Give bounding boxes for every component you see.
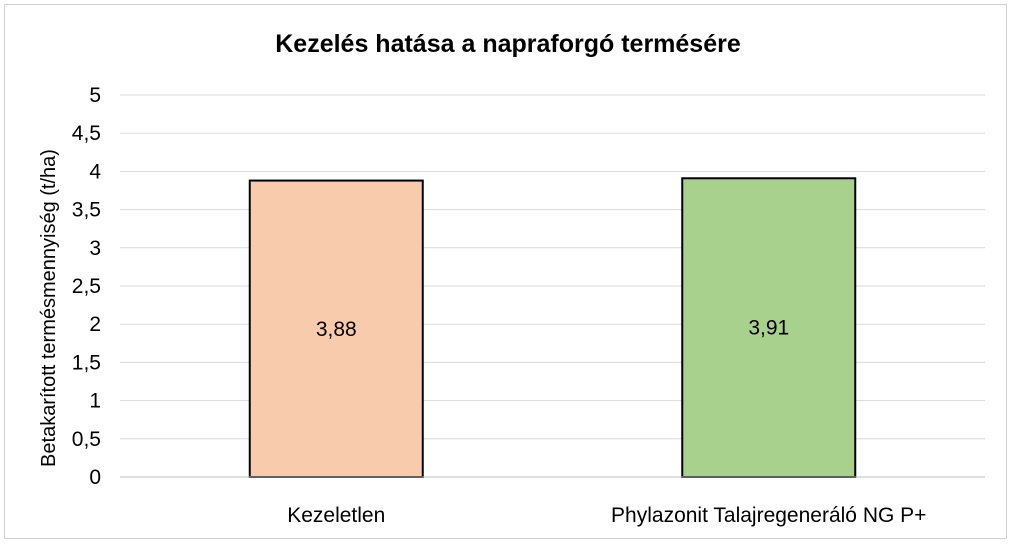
y-tick-label: 3 — [89, 237, 101, 260]
category-label: Kezeletlen — [287, 504, 385, 527]
y-tick-label: 0 — [89, 466, 101, 489]
category-label: Phylazonit Talajregeneráló NG P+ — [611, 504, 926, 527]
bars — [248, 177, 857, 478]
y-tick-label: 1 — [89, 390, 101, 413]
y-tick-label: 2 — [89, 313, 101, 336]
bar — [681, 177, 857, 478]
y-tick-label: 1,5 — [72, 351, 101, 374]
y-tick-label: 2,5 — [72, 275, 101, 298]
y-tick-label: 5 — [89, 84, 101, 107]
data-labels: 3,88 3,91 — [316, 317, 789, 341]
chart-frame — [4, 4, 1007, 539]
data-label: 3,88 — [316, 318, 357, 341]
y-tick-label: 4 — [89, 160, 101, 183]
bar — [248, 179, 424, 478]
y-tick-label: 0,5 — [72, 428, 101, 451]
y-tick-label: 4,5 — [72, 122, 101, 145]
chart-title: Kezelés hatása a napraforgó termésére — [275, 30, 741, 58]
x-axis-categories: Kezeletlen Phylazonit Talajregeneráló NG … — [287, 504, 926, 527]
y-tick-label: 3,5 — [72, 199, 101, 222]
y-axis-label: Betakarított termésmennyiség (t/ha) — [38, 149, 60, 467]
y-axis-ticks: 0 0,5 1 1,5 2 2,5 3 3,5 4 4,5 5 — [72, 84, 102, 489]
data-label: 3,91 — [748, 317, 789, 340]
